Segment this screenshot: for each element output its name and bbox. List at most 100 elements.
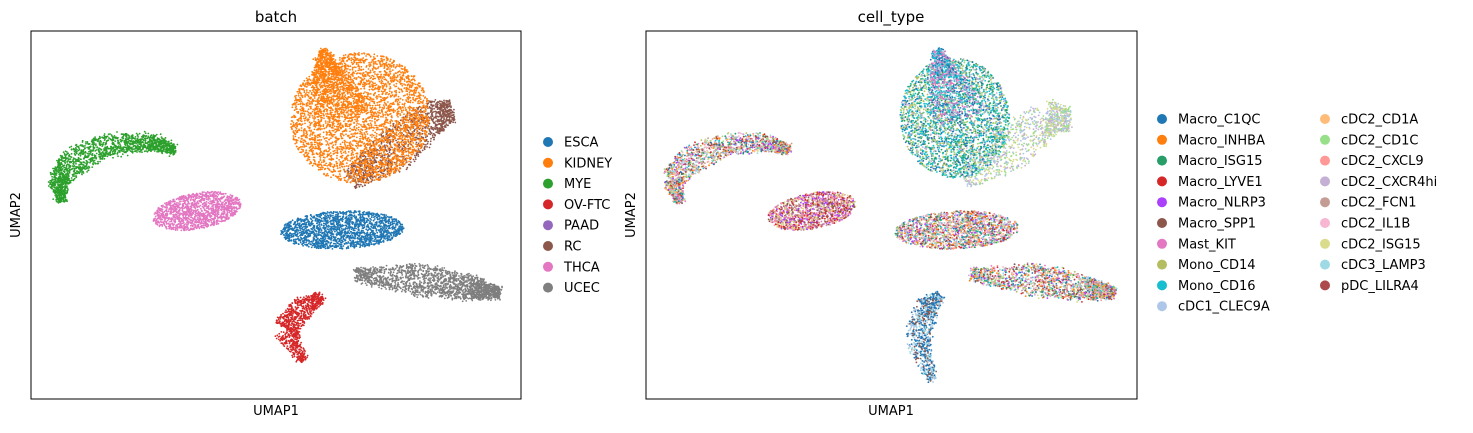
data-point: [98, 151, 101, 154]
data-point: [380, 227, 383, 230]
data-point: [320, 241, 323, 243]
data-point: [336, 222, 338, 225]
data-point: [95, 143, 97, 146]
data-point: [383, 225, 386, 228]
data-point: [106, 135, 109, 138]
data-point: [323, 231, 325, 234]
data-point: [363, 217, 366, 220]
data-point: [369, 222, 372, 225]
data-point: [226, 211, 229, 214]
data-point: [185, 223, 187, 225]
data-point: [190, 206, 193, 209]
data-point: [182, 205, 185, 208]
data-point: [217, 209, 220, 212]
data-point: [215, 197, 218, 200]
data-point: [348, 223, 351, 226]
data-point: [363, 210, 365, 213]
data-point: [330, 229, 333, 232]
data-point: [158, 140, 161, 143]
data-point: [304, 235, 307, 238]
data-point: [63, 166, 66, 169]
data-point: [101, 143, 103, 146]
data-point: [72, 147, 75, 150]
data-point: [107, 133, 110, 136]
data-point: [396, 223, 399, 226]
data-point: [139, 150, 142, 153]
data-point: [218, 220, 221, 223]
data-point: [332, 228, 335, 231]
data-point: [104, 146, 106, 149]
data-point: [286, 223, 289, 226]
data-point: [321, 237, 324, 240]
data-point: [352, 229, 355, 232]
data-point: [384, 228, 386, 231]
data-point: [114, 140, 117, 143]
data-point: [370, 219, 372, 221]
data-point: [294, 230, 297, 233]
data-point: [289, 236, 291, 239]
data-point: [145, 135, 148, 137]
data-point: [83, 167, 85, 170]
data-point: [291, 219, 294, 222]
data-point: [168, 155, 171, 158]
data-point: [286, 237, 288, 239]
data-point: [310, 220, 313, 223]
data-point: [163, 220, 166, 223]
data-point: [68, 164, 70, 167]
data-point: [302, 220, 305, 223]
data-point: [333, 238, 336, 241]
data-point: [57, 168, 60, 171]
data-point: [170, 209, 173, 211]
data-point: [375, 230, 378, 232]
batch-panel: batch UMAP1 UMAP2 ESCAKIDNEYMYEOV-FTCPAA…: [9, 8, 612, 419]
data-point: [116, 152, 119, 155]
data-point: [72, 170, 75, 173]
data-point: [160, 136, 163, 139]
data-point: [347, 242, 350, 244]
data-point: [200, 220, 203, 223]
data-point: [189, 212, 192, 215]
data-point: [132, 145, 135, 148]
data-point: [170, 146, 173, 149]
data-point: [59, 176, 62, 179]
data-point: [136, 151, 138, 153]
data-point: [91, 166, 94, 169]
data-point: [216, 191, 218, 194]
data-point: [129, 140, 132, 143]
data-point: [123, 149, 126, 151]
data-point: [228, 216, 230, 219]
data-point: [82, 145, 85, 148]
data-point: [75, 165, 77, 168]
data-point: [138, 143, 141, 146]
data-point: [202, 193, 204, 196]
data-point: [226, 214, 229, 217]
data-point: [185, 217, 188, 219]
data-point: [62, 199, 65, 202]
data-point: [118, 149, 121, 152]
data-point: [169, 201, 172, 204]
data-point: [62, 151, 65, 154]
data-point: [232, 198, 234, 201]
data-point: [232, 215, 234, 217]
data-point: [210, 217, 213, 220]
data-point: [169, 220, 171, 223]
data-point: [342, 237, 345, 240]
data-point: [223, 207, 226, 209]
data-point: [347, 245, 349, 248]
data-point: [319, 215, 321, 218]
data-point: [83, 158, 85, 160]
data-point: [216, 202, 219, 205]
data-point: [65, 165, 68, 168]
data-point: [51, 172, 54, 175]
data-point: [176, 211, 179, 214]
data-point: [82, 150, 85, 153]
data-point: [61, 185, 64, 188]
data-point: [281, 231, 283, 234]
data-point: [364, 213, 366, 216]
data-point: [57, 200, 60, 202]
data-point: [388, 226, 391, 229]
data-point: [376, 234, 379, 237]
data-point: [68, 171, 71, 174]
data-point: [229, 194, 232, 196]
data-point: [165, 227, 168, 230]
